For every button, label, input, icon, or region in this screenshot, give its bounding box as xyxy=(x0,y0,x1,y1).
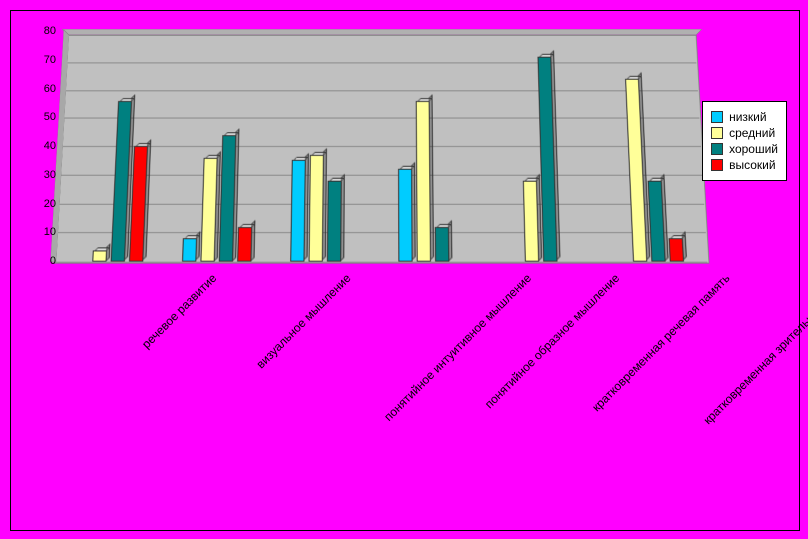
gridline xyxy=(64,90,698,91)
bar xyxy=(111,101,132,262)
bar xyxy=(523,180,539,261)
legend-swatch-high xyxy=(711,159,723,171)
bar xyxy=(290,160,306,261)
y-tick-label: 60 xyxy=(21,83,56,95)
bar xyxy=(219,135,237,262)
y-tick-label: 50 xyxy=(21,111,56,123)
legend: низкий средний хороший высокий xyxy=(702,101,787,181)
bar xyxy=(538,57,558,262)
y-tick-label: 80 xyxy=(21,25,56,37)
legend-swatch-mid xyxy=(711,127,723,139)
x-category-label: кратковременная речевая память xyxy=(589,271,732,414)
plot-3d xyxy=(54,35,707,262)
legend-label-low: низкий xyxy=(729,110,767,124)
legend-label-good: хороший xyxy=(729,142,778,156)
bar xyxy=(182,238,197,262)
legend-swatch-good xyxy=(711,143,723,155)
bar xyxy=(669,238,684,262)
x-category-label: речевое развитие xyxy=(139,271,219,351)
plot-area xyxy=(61,31,701,261)
y-tick-label: 30 xyxy=(21,169,56,181)
legend-label-high: высокий xyxy=(729,158,775,172)
legend-item-low: низкий xyxy=(711,110,778,124)
legend-swatch-low xyxy=(711,111,723,123)
y-tick-label: 20 xyxy=(21,198,56,210)
bar xyxy=(435,227,450,262)
bar xyxy=(327,180,342,261)
gridline xyxy=(66,62,697,63)
y-tick-label: 40 xyxy=(21,140,56,152)
bar xyxy=(200,157,217,261)
bar xyxy=(416,101,431,262)
legend-item-good: хороший xyxy=(711,142,778,156)
y-tick-label: 70 xyxy=(21,54,56,66)
y-tick-label: 0 xyxy=(21,255,56,267)
bar xyxy=(398,169,413,262)
chart-frame: 0 10 20 30 40 50 60 70 80 речевое развитие визуал… xyxy=(10,10,800,531)
gridline xyxy=(63,118,700,119)
bar xyxy=(92,250,107,262)
bar xyxy=(237,227,252,262)
x-axis-labels: речевое развитие визуальное мышление понят… xyxy=(61,271,701,531)
bar xyxy=(648,180,666,261)
legend-item-mid: средний xyxy=(711,126,778,140)
bar xyxy=(625,79,647,262)
legend-label-mid: средний xyxy=(729,126,775,140)
legend-item-high: высокий xyxy=(711,158,778,172)
x-category-label: визуальное мышление xyxy=(253,271,353,371)
x-category-label: понятийное интуитивное мышление xyxy=(381,271,534,424)
gridline xyxy=(67,35,695,36)
y-tick-label: 10 xyxy=(21,226,56,238)
bar xyxy=(129,146,148,262)
bars-container xyxy=(54,35,707,262)
bar xyxy=(309,155,324,262)
